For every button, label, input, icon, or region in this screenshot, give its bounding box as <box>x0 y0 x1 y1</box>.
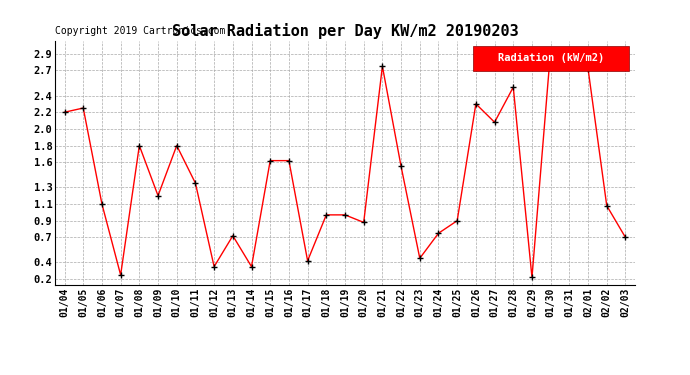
FancyBboxPatch shape <box>473 46 629 70</box>
Title: Solar Radiation per Day KW/m2 20190203: Solar Radiation per Day KW/m2 20190203 <box>172 23 518 39</box>
Text: Copyright 2019 Cartronics.com: Copyright 2019 Cartronics.com <box>55 26 226 36</box>
Text: Radiation (kW/m2): Radiation (kW/m2) <box>497 53 604 63</box>
